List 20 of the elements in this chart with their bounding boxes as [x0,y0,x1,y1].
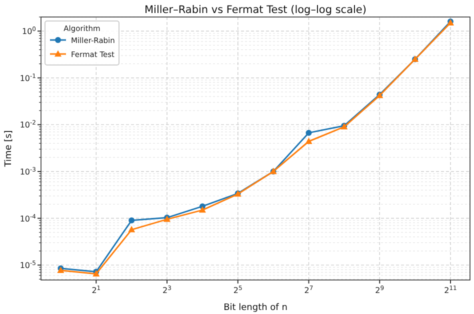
y-axis-title: Time [s] [4,130,14,168]
x-tick-label: 2$^{11}$ [444,284,458,295]
x-tick-label: 2$^{1}$ [92,284,101,295]
x-tick-label: 2$^{5}$ [233,284,243,295]
y-tick-label: 10$^{-5}$ [20,260,36,270]
y-tick-label: 10$^{0}$ [22,26,36,36]
y-tick-label: 10$^{-1}$ [20,72,36,83]
x-tick-label: 2$^{7}$ [304,284,314,295]
y-tick-label: 10$^{-4}$ [20,212,36,224]
x-tick-label: 2$^{3}$ [162,284,172,295]
chart-title: Miller–Rabin vs Fermat Test (log–log scale) [144,4,366,16]
y-tick-label: 10$^{-2}$ [20,119,36,130]
point [305,138,312,144]
y-tick-label: 10$^{-3}$ [20,166,36,176]
point [306,130,312,136]
point [128,217,135,224]
point [128,226,136,232]
x-axis-title: Bit length of n [224,303,288,313]
x-tick-label: 2$^{9}$ [375,284,384,295]
point [198,206,206,213]
